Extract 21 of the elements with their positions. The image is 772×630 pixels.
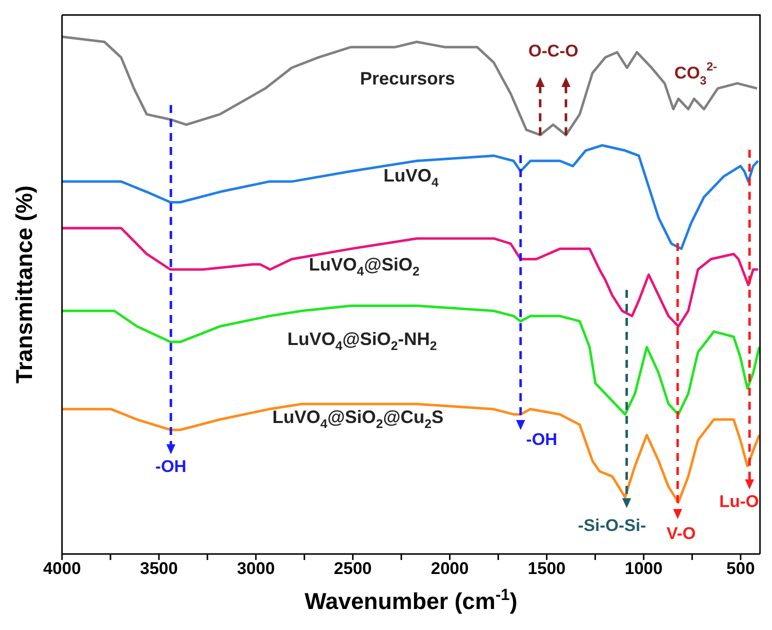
- x-tick-label: 4000: [43, 559, 81, 578]
- x-tick-label: 3500: [140, 559, 178, 578]
- annotation: -Si-O-Si-: [578, 516, 646, 536]
- x-tick-label: 500: [726, 559, 755, 578]
- x-tick-label: 3000: [236, 559, 275, 578]
- x-tick-label: 2000: [430, 559, 469, 578]
- x-tick-label: 1500: [528, 559, 566, 578]
- annotation: -OH: [526, 430, 558, 450]
- annotation: O-C-O: [528, 42, 578, 62]
- annotation: V-O: [666, 524, 696, 544]
- series-label: LuVO$_{4}$@SiO$_{2}$: [308, 254, 420, 279]
- series-label: LuVO$_{4}$@SiO$_{2}$-NH$_{2}$: [287, 328, 437, 354]
- annotation: -OH: [155, 457, 186, 476]
- x-tick-label: 1000: [624, 559, 663, 578]
- series-label: LuVO$_{4}$: [383, 165, 439, 190]
- x-axis-title: Wavenumber (cm$^{-1}$): [304, 586, 518, 614]
- y-axis-title: Transmittance (%): [11, 185, 37, 384]
- series-label: LuVO$_{4}$@SiO$_{2}$@Cu$_{2}$S: [272, 406, 444, 432]
- series-label: Precursors: [360, 68, 456, 88]
- x-tick-label: 2500: [334, 559, 372, 578]
- annotation: Lu-O: [719, 492, 759, 512]
